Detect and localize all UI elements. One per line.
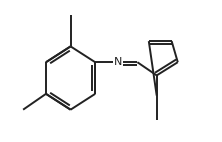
Text: N: N bbox=[114, 57, 122, 67]
